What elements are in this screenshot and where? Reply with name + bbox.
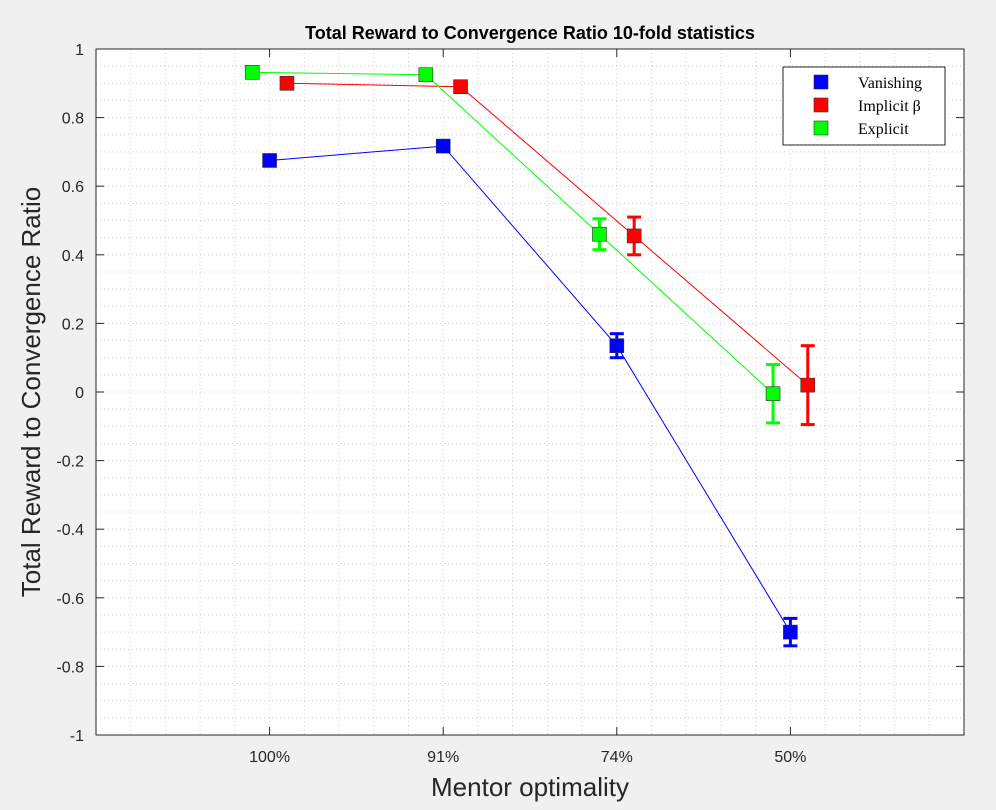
y-tick-label: -0.4: [56, 522, 84, 539]
y-axis-label: Total Reward to Convergence Ratio: [16, 187, 46, 597]
y-tick-label: -0.8: [56, 659, 84, 676]
grid: [96, 49, 964, 735]
y-tick-label: -0.6: [56, 591, 84, 608]
legend: Vanishing Implicit β Explicit: [782, 66, 946, 146]
series-line-implicit: [286, 82, 809, 386]
y-tick-label: 0: [75, 385, 84, 402]
data-point-implicit: [800, 377, 816, 393]
legend-box: [782, 66, 946, 146]
y-tick-label: 0.2: [62, 316, 84, 333]
data-point-explicit: [765, 386, 781, 402]
y-tick-label: 0.6: [62, 179, 84, 196]
data-point-explicit: [592, 226, 607, 242]
data-point-implicit: [453, 79, 468, 95]
chart-title: Total Reward to Convergence Ratio 10-fol…: [305, 23, 755, 43]
y-axis: 1 0.8 0.6 0.4 0.2 0 -0.2 -0.4 -0.6 -0.8 -1: [56, 42, 964, 745]
legend-label: Implicit β: [858, 98, 921, 115]
data-point-vanishing: [435, 138, 451, 154]
legend-label: Explicit: [858, 121, 909, 138]
plot-area: [96, 49, 964, 735]
legend-marker: [813, 97, 829, 113]
data-point-explicit: [244, 65, 260, 80]
series-line-vanishing: [269, 145, 791, 633]
y-tick-label: 0.4: [62, 248, 84, 265]
legend-label: Vanishing: [858, 75, 922, 92]
x-tick-label: 74%: [601, 749, 633, 766]
legend-marker: [813, 120, 829, 136]
y-tick-label: -1: [70, 728, 84, 745]
x-axis-label: Mentor optimality: [431, 772, 629, 802]
series-line-explicit: [252, 71, 774, 395]
data-point-vanishing: [609, 338, 625, 353]
data-point-implicit: [626, 228, 642, 244]
x-tick-label: 91%: [427, 749, 459, 766]
x-tick-label: 50%: [774, 749, 806, 766]
data-point-implicit: [279, 76, 295, 91]
series-layer: [244, 65, 816, 648]
data-point-vanishing: [783, 624, 798, 640]
y-tick-label: -0.2: [56, 454, 84, 471]
y-tick-label: 0.8: [62, 111, 84, 128]
y-tick-label: 1: [75, 42, 84, 59]
x-tick-label: 100%: [249, 749, 290, 766]
data-point-explicit: [418, 67, 434, 83]
x-axis: 100% 91% 74% 50%: [249, 49, 806, 766]
legend-marker: [813, 74, 829, 90]
data-point-vanishing: [262, 153, 277, 168]
